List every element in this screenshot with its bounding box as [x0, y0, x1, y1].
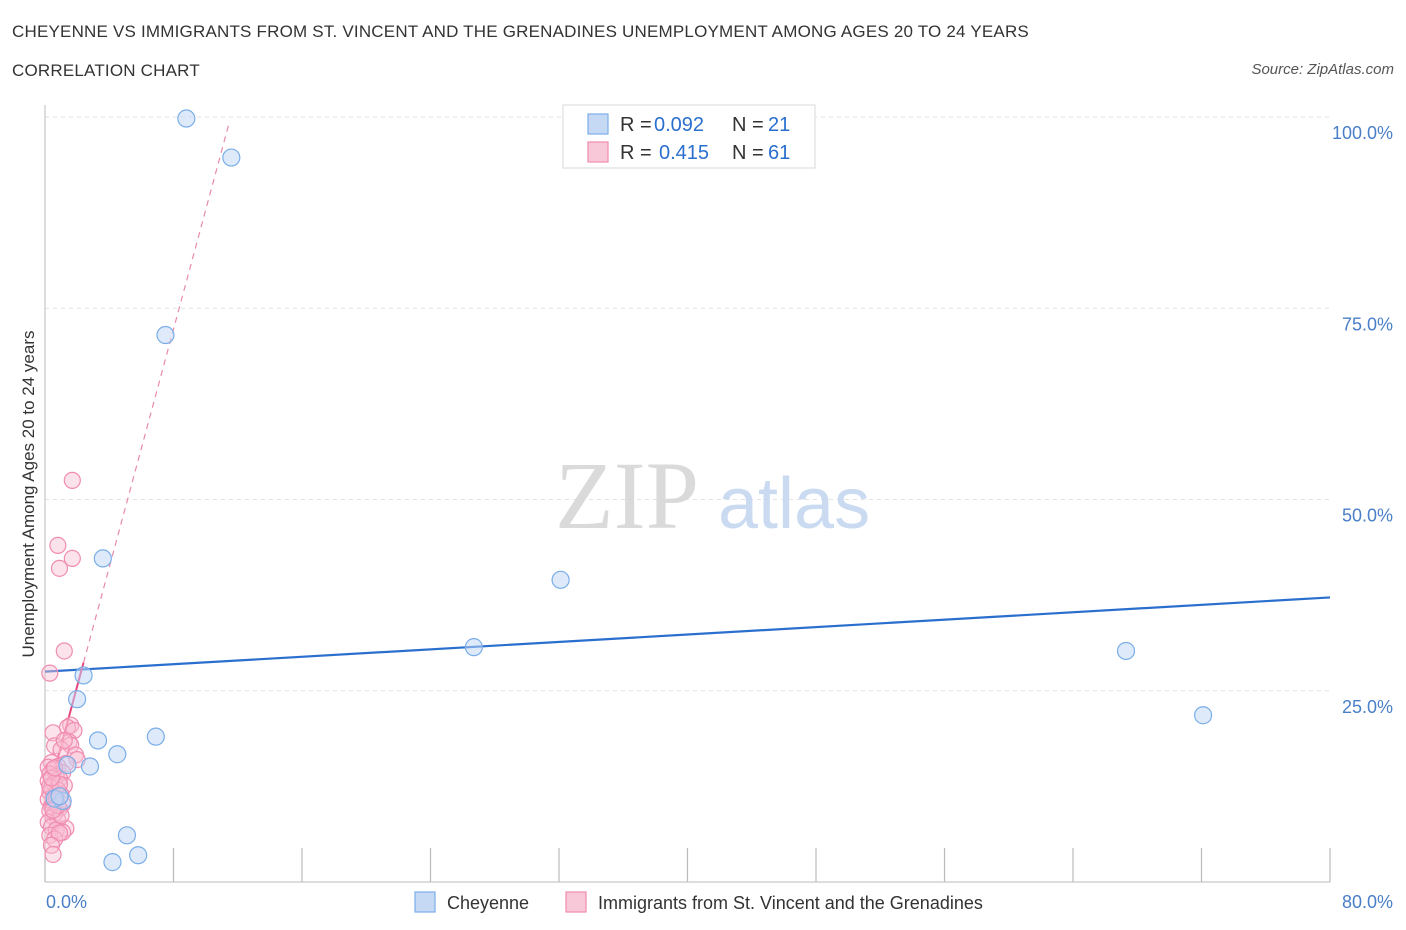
point-cheyenne-4	[551, 570, 570, 589]
y-tick-label-3: 100.0%	[1332, 123, 1393, 143]
series-legend-label-cheyenne: Cheyenne	[447, 893, 529, 913]
legend-n-label-0: N =	[732, 114, 764, 136]
legend-n-value-0: 21	[768, 114, 790, 136]
point-cheyenne-3	[93, 549, 112, 568]
point-svg-59	[55, 731, 73, 750]
grid-lines	[45, 116, 1330, 692]
legend-n-value-1: 61	[768, 142, 790, 164]
y-tick-label-1: 50.0%	[1342, 506, 1393, 526]
point-cheyenne-0	[177, 109, 196, 128]
series-legend-swatch-cheyenne	[414, 891, 436, 913]
legend-n-label-1: N =	[732, 142, 764, 164]
y-tick-label-0: 25.0%	[1342, 697, 1393, 717]
point-svg-3	[50, 559, 69, 577]
point-cheyenne-14	[80, 757, 100, 776]
point-cheyenne-9	[1194, 706, 1213, 725]
series-legend-swatch-svg	[565, 891, 587, 913]
point-svg-2	[63, 549, 81, 568]
legend-r-label-0: R =	[620, 114, 652, 136]
point-cheyenne-10	[146, 727, 165, 746]
trendline-svg-dashed	[82, 120, 231, 663]
point-svg-51	[44, 845, 62, 864]
legend-r-value-1: 0.415	[659, 142, 709, 164]
legend-r-value-0: 0.092	[654, 114, 704, 136]
point-svg-4	[55, 642, 73, 660]
y-tick-label-2: 75.0%	[1342, 314, 1393, 334]
axes	[44, 105, 1331, 883]
x-tick-label-1: 80.0%	[1342, 892, 1393, 912]
stats-legend: R = 0.092 N = 21 R = 0.415 N = 61	[562, 104, 816, 169]
point-svg-49	[50, 824, 69, 842]
watermark-atlas: atlas	[718, 464, 870, 544]
y-axis-label: Unemployment Among Ages 20 to 24 years	[19, 331, 38, 658]
point-cheyenne-7	[1116, 641, 1136, 661]
point-svg-55	[42, 769, 61, 787]
point-svg-5	[41, 664, 59, 682]
point-cheyenne-6	[74, 666, 93, 685]
point-cheyenne-1	[222, 148, 241, 167]
point-cheyenne-13	[58, 755, 77, 775]
x-tick-labels: 0.0% 80.0%	[46, 892, 1393, 912]
point-cheyenne-8	[68, 690, 87, 709]
series-legend: Cheyenne Immigrants from St. Vincent and…	[414, 891, 983, 913]
series-legend-label-svg: Immigrants from St. Vincent and the Gren…	[598, 893, 983, 913]
y-tick-labels: 25.0% 50.0% 75.0% 100.0%	[1332, 123, 1393, 717]
point-cheyenne-2	[156, 325, 175, 345]
point-cheyenne-5	[464, 638, 483, 657]
point-svg-6	[62, 716, 80, 734]
legend-swatch-svg	[587, 141, 609, 163]
chart-subtitle: CORRELATION CHART	[12, 61, 200, 80]
point-svg-1	[49, 536, 67, 555]
point-cheyenne-11	[88, 731, 108, 750]
chart-title: CHEYENNE VS IMMIGRANTS FROM ST. VINCENT …	[12, 22, 1029, 41]
point-cheyenne-19	[103, 853, 122, 872]
x-tick-label-0: 0.0%	[46, 892, 87, 912]
data-points	[39, 109, 1213, 872]
point-cheyenne-12	[108, 745, 127, 764]
trendline-cheyenne	[44, 596, 1331, 673]
watermark-zip: ZIP	[555, 442, 699, 549]
legend-swatch-cheyenne	[587, 113, 609, 135]
source-label: Source: ZipAtlas.com	[1251, 61, 1394, 78]
point-cheyenne-20	[50, 787, 69, 806]
legend-r-label-1: R =	[620, 142, 652, 164]
point-cheyenne-18	[129, 846, 148, 865]
watermark: ZIP atlas	[555, 442, 870, 549]
point-svg-0	[63, 471, 81, 489]
point-cheyenne-17	[117, 826, 137, 845]
